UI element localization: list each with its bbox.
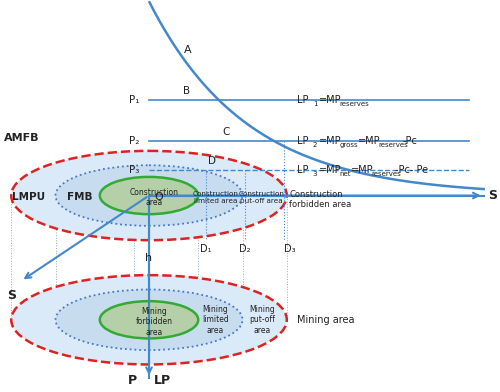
Text: Construction
area: Construction area — [130, 188, 178, 207]
Text: reserves: reserves — [372, 171, 401, 177]
Text: LP: LP — [296, 95, 308, 105]
Text: Mining
forbidden
area: Mining forbidden area — [136, 307, 172, 337]
Text: D₁: D₁ — [200, 244, 211, 254]
Text: Construction
forbidden area: Construction forbidden area — [290, 190, 352, 209]
Text: =MP: =MP — [319, 95, 342, 105]
Text: FMB: FMB — [68, 192, 93, 203]
Text: gross: gross — [340, 142, 358, 148]
Text: Mining area: Mining area — [296, 315, 354, 325]
Text: P₁: P₁ — [128, 95, 139, 105]
Text: reserves: reserves — [340, 101, 369, 107]
Text: 2: 2 — [313, 142, 318, 148]
Text: 3: 3 — [313, 171, 318, 177]
Text: Construction
put-off area: Construction put-off area — [238, 191, 284, 204]
Text: A: A — [184, 45, 191, 55]
Text: LMPU: LMPU — [12, 192, 45, 203]
Text: AMFB: AMFB — [4, 133, 40, 143]
Text: =MP: =MP — [351, 165, 374, 175]
Text: -Pc- Pe: -Pc- Pe — [395, 165, 428, 175]
Text: reserves: reserves — [379, 142, 408, 148]
Text: D₃: D₃ — [284, 244, 296, 254]
Ellipse shape — [11, 151, 287, 240]
Text: D: D — [208, 156, 216, 167]
Text: S: S — [7, 289, 16, 302]
Text: D₂: D₂ — [239, 244, 250, 254]
Text: P₂: P₂ — [129, 136, 139, 146]
Text: =MP: =MP — [358, 136, 381, 146]
Text: O: O — [154, 192, 162, 203]
Text: C: C — [223, 127, 230, 136]
Text: net: net — [340, 171, 351, 177]
Text: LP: LP — [296, 136, 308, 146]
Ellipse shape — [100, 177, 198, 214]
Text: Mining
limited
area: Mining limited area — [202, 305, 229, 335]
Ellipse shape — [56, 165, 242, 226]
Ellipse shape — [56, 290, 242, 350]
Text: Mining
put-off
area: Mining put-off area — [250, 305, 275, 335]
Ellipse shape — [11, 275, 287, 365]
Text: h: h — [146, 253, 152, 263]
Text: 1: 1 — [313, 101, 318, 107]
Ellipse shape — [100, 301, 198, 338]
Text: B: B — [184, 86, 190, 96]
Text: Construction
limited area: Construction limited area — [192, 191, 238, 204]
Text: -Pc: -Pc — [402, 136, 417, 146]
Text: =MP: =MP — [319, 165, 342, 175]
Text: =MP: =MP — [319, 136, 342, 146]
Text: LP: LP — [154, 374, 171, 387]
Text: P: P — [128, 374, 136, 387]
Text: S: S — [488, 189, 498, 202]
Text: P₃: P₃ — [129, 165, 139, 175]
Text: LP: LP — [296, 165, 308, 175]
